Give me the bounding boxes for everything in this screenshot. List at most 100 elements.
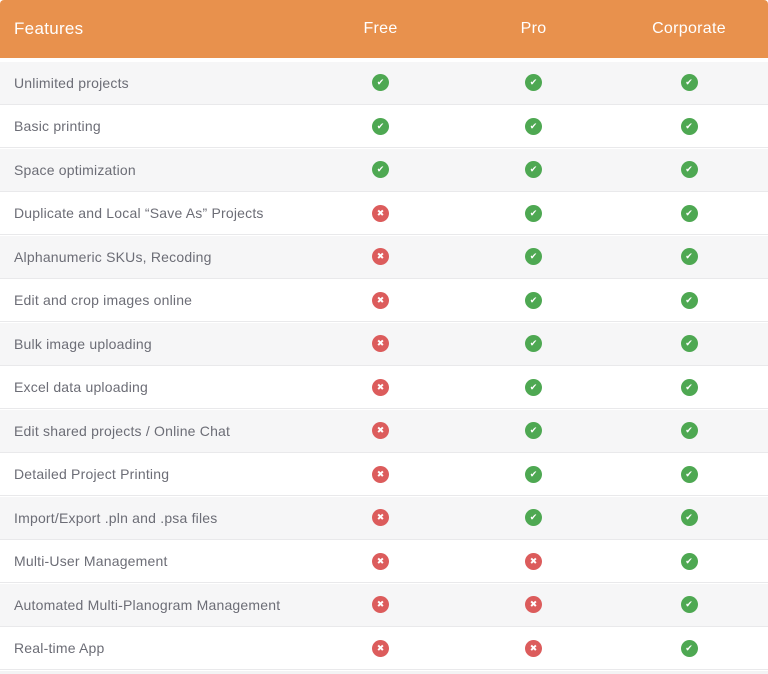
cross-icon: ✖: [372, 248, 389, 266]
feature-label: Detailed Project Printing: [14, 466, 170, 483]
availability-cell-pro: ✔: [457, 335, 610, 353]
availability-cell-pro: ✖: [457, 596, 610, 614]
table-row: Alphanumeric SKUs, Recoding ✖ ✔ ✔: [0, 236, 768, 278]
availability-cell-corporate: ✔: [610, 509, 768, 527]
table-body: Unlimited projects ✔ ✔ ✔ Basic printing ✔ ✔…: [0, 62, 768, 669]
features-column-header: Features: [14, 19, 84, 38]
availability-cell-corporate: ✔: [610, 248, 768, 266]
availability-cell-corporate: ✔: [610, 161, 768, 179]
table-row: Multi-User Management ✖ ✖ ✔: [0, 540, 768, 582]
check-icon: ✔: [680, 117, 698, 135]
availability-cell-free: ✖: [304, 422, 457, 440]
feature-label: Unlimited projects: [14, 74, 129, 91]
check-icon: ✔: [525, 161, 542, 179]
check-icon: ✔: [525, 509, 542, 527]
availability-cell-pro: ✔: [457, 74, 610, 92]
availability-cell-free: ✖: [304, 291, 457, 309]
availability-cell-corporate: ✔: [610, 335, 768, 353]
cross-icon: ✖: [372, 552, 389, 570]
availability-cell-free: ✖: [304, 248, 457, 266]
check-icon: ✔: [525, 422, 542, 440]
availability-cell-corporate: ✔: [610, 378, 768, 396]
check-icon: ✔: [372, 74, 389, 92]
check-icon: ✔: [680, 161, 698, 179]
availability-cell-corporate: ✔: [610, 596, 768, 614]
check-icon: ✔: [680, 596, 698, 614]
availability-cell-free: ✖: [304, 552, 457, 570]
check-icon: ✔: [525, 465, 542, 483]
table-row: Unlimited projects ✔ ✔ ✔: [0, 62, 768, 104]
table-row: Import/Export .pln and .psa files ✖ ✔ ✔: [0, 497, 768, 539]
availability-cell-free: ✖: [304, 639, 457, 657]
plan-header-corporate: Corporate: [652, 20, 726, 37]
check-icon: ✔: [525, 74, 542, 92]
bottom-strip: [0, 671, 768, 674]
cross-icon: ✖: [525, 639, 542, 657]
check-icon: ✔: [680, 509, 698, 527]
cross-icon: ✖: [372, 422, 389, 440]
availability-cell-corporate: ✔: [610, 74, 768, 92]
table-row: Real-time App ✖ ✖ ✔: [0, 627, 768, 669]
availability-cell-free: ✖: [304, 335, 457, 353]
availability-cell-pro: ✔: [457, 204, 610, 222]
table-row: Duplicate and Local “Save As” Projects ✖…: [0, 192, 768, 234]
feature-label: Basic printing: [14, 118, 101, 135]
table-row: Basic printing ✔ ✔ ✔: [0, 105, 768, 147]
availability-cell-corporate: ✔: [610, 552, 768, 570]
availability-cell-corporate: ✔: [610, 117, 768, 135]
cross-icon: ✖: [525, 596, 542, 614]
feature-label: Bulk image uploading: [14, 335, 152, 352]
availability-cell-pro: ✔: [457, 422, 610, 440]
cross-icon: ✖: [525, 552, 542, 570]
check-icon: ✔: [680, 639, 698, 657]
check-icon: ✔: [525, 204, 542, 222]
check-icon: ✔: [525, 291, 542, 309]
availability-cell-pro: ✔: [457, 465, 610, 483]
table-row: Bulk image uploading ✖ ✔ ✔: [0, 323, 768, 365]
table-row: Space optimization ✔ ✔ ✔: [0, 149, 768, 191]
cross-icon: ✖: [372, 204, 389, 222]
feature-label: Automated Multi-Planogram Management: [14, 596, 281, 613]
check-icon: ✔: [525, 117, 542, 135]
availability-cell-free: ✖: [304, 378, 457, 396]
availability-cell-corporate: ✔: [610, 422, 768, 440]
cross-icon: ✖: [372, 639, 389, 657]
table-row: Detailed Project Printing ✖ ✔ ✔: [0, 453, 768, 495]
check-icon: ✔: [680, 422, 698, 440]
check-icon: ✔: [525, 378, 542, 396]
availability-cell-free: ✔: [304, 117, 457, 135]
check-icon: ✔: [680, 74, 698, 92]
availability-cell-pro: ✖: [457, 639, 610, 657]
availability-cell-pro: ✔: [457, 161, 610, 179]
cross-icon: ✖: [372, 291, 389, 309]
table-row: Automated Multi-Planogram Management ✖ ✖ ✔: [0, 584, 768, 626]
feature-label: Multi-User Management: [14, 553, 168, 570]
availability-cell-pro: ✔: [457, 378, 610, 396]
check-icon: ✔: [680, 204, 698, 222]
cross-icon: ✖: [372, 509, 389, 527]
table-row: Edit shared projects / Online Chat ✖ ✔ ✔: [0, 410, 768, 452]
cross-icon: ✖: [372, 596, 389, 614]
check-icon: ✔: [680, 335, 698, 353]
feature-label: Alphanumeric SKUs, Recoding: [14, 248, 212, 265]
feature-label: Edit and crop images online: [14, 292, 193, 309]
availability-cell-free: ✔: [304, 74, 457, 92]
availability-cell-free: ✖: [304, 509, 457, 527]
cross-icon: ✖: [372, 378, 389, 396]
table-header-row: Features Free Pro Corporate: [0, 0, 768, 58]
availability-cell-pro: ✔: [457, 248, 610, 266]
check-icon: ✔: [525, 248, 542, 266]
check-icon: ✔: [525, 335, 542, 353]
availability-cell-free: ✖: [304, 465, 457, 483]
availability-cell-corporate: ✔: [610, 465, 768, 483]
cross-icon: ✖: [372, 335, 389, 353]
check-icon: ✔: [680, 248, 698, 266]
plan-header-free: Free: [363, 20, 398, 37]
check-icon: ✔: [372, 117, 389, 135]
feature-label: Duplicate and Local “Save As” Projects: [14, 205, 264, 222]
check-icon: ✔: [680, 552, 698, 570]
availability-cell-pro: ✖: [457, 552, 610, 570]
feature-label: Import/Export .pln and .psa files: [14, 509, 218, 526]
availability-cell-pro: ✔: [457, 117, 610, 135]
